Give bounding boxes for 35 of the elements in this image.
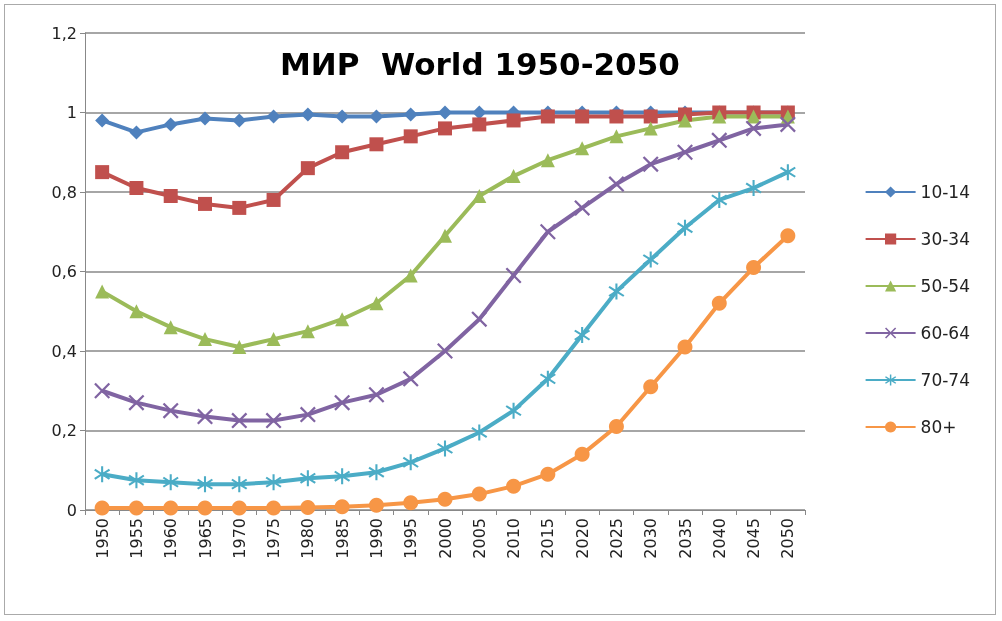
y-tick-label: 0,6 <box>51 262 77 281</box>
y-tick-label: 0,4 <box>51 341 77 361</box>
legend-label: 60-64 <box>920 323 971 343</box>
legend-label: 30-34 <box>920 229 971 249</box>
x-tick-label: 1990 <box>366 518 386 559</box>
y-tick-label: 1 <box>66 103 77 122</box>
x-tick-label: 1960 <box>161 518 181 559</box>
x-tick-label: 1950 <box>92 518 112 559</box>
legend-label: 10-14 <box>920 182 971 202</box>
x-tick-label: 1965 <box>195 518 215 559</box>
x-tick-label: 1985 <box>332 518 352 559</box>
x-tick-label: 2025 <box>606 518 626 559</box>
x-tick-label: 1995 <box>401 518 421 559</box>
x-tick-label: 2050 <box>778 518 798 559</box>
legend-label: 80+ <box>920 417 957 437</box>
x-tick-label: 2005 <box>469 518 489 559</box>
x-tick-label: 2040 <box>709 518 729 559</box>
legend-label: 50-54 <box>920 276 971 296</box>
x-tick-label: 2000 <box>435 518 455 559</box>
x-tick-label: 2035 <box>675 518 695 559</box>
x-tick-label: 1970 <box>229 518 249 559</box>
x-tick-label: 1955 <box>126 518 146 559</box>
x-tick-label: 2045 <box>744 518 764 559</box>
y-tick-label: 0,2 <box>51 421 77 440</box>
x-tick-label: 1980 <box>298 518 318 559</box>
y-tick-label: 0 <box>66 500 77 520</box>
chart-title: МИР World 1950-2050 <box>280 45 680 82</box>
x-tick-label: 2015 <box>538 518 558 559</box>
legend-label: 70-74 <box>920 370 971 390</box>
x-tick-label: 2030 <box>641 518 661 559</box>
x-tick-label: 1975 <box>264 518 284 559</box>
x-tick-label: 2010 <box>504 518 524 559</box>
y-tick-label: 0,8 <box>51 182 77 202</box>
y-tick-label: 1,2 <box>51 23 77 43</box>
x-tick-label: 2020 <box>572 518 592 559</box>
